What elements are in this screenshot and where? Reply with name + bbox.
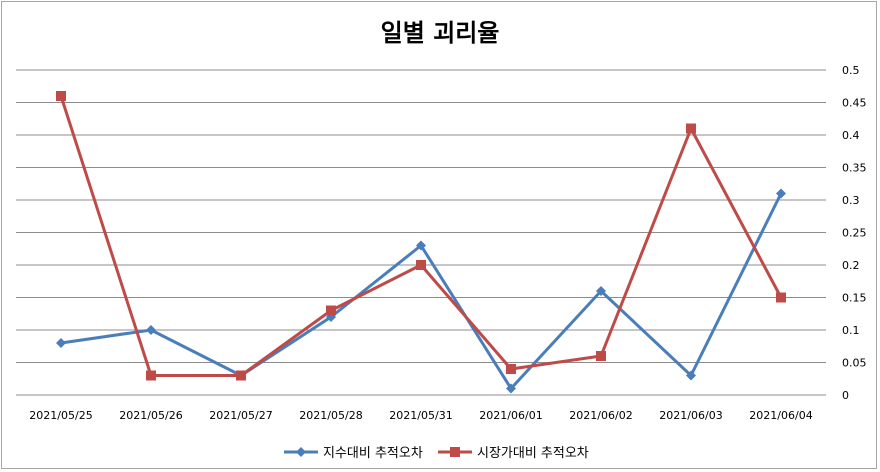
- series-2: [56, 91, 786, 381]
- x-tick-label: 2021/05/31: [389, 409, 452, 422]
- legend-marker: [450, 447, 460, 457]
- x-tick-label: 2021/06/02: [569, 409, 632, 422]
- y-tick-label: 0.05: [842, 357, 867, 370]
- x-tick-label: 2021/05/26: [119, 409, 182, 422]
- data-point: [416, 240, 426, 251]
- x-axis-tick-labels: 2021/05/25 2021/05/26 2021/05/27 2021/05/28…: [29, 409, 812, 422]
- data-point: [776, 292, 786, 303]
- data-point: [686, 370, 696, 381]
- data-point: [56, 338, 66, 348]
- y-tick-label: 0.1: [842, 324, 860, 337]
- data-point: [56, 91, 66, 101]
- data-point: [146, 325, 156, 335]
- x-tick-label: 2021/06/01: [479, 409, 542, 422]
- y-tick-label: 0.2: [842, 259, 860, 272]
- y-axis-tick-labels: 0 0.05 0.1 0.15 0.2 0.25 0.3 0.35 0.4 0.45 0.5: [842, 64, 867, 402]
- x-tick-label: 2021/06/03: [659, 409, 722, 422]
- y-tick-label: 0.4: [842, 129, 860, 142]
- legend-marker: [296, 447, 306, 457]
- legend-item: 지수대비 추적오차: [284, 446, 423, 461]
- y-tick-label: 0.35: [842, 162, 867, 175]
- chart-title: 일별 괴리율: [381, 19, 500, 47]
- x-tick-label: 2021/06/04: [749, 409, 812, 422]
- legend-label: 시장가대비 추적오차: [477, 446, 589, 461]
- y-tick-label: 0.25: [842, 227, 867, 240]
- y-tick-label: 0.5: [842, 64, 860, 77]
- data-point: [326, 305, 336, 316]
- series-line: [60, 192, 783, 390]
- y-tick-label: 0: [842, 389, 849, 402]
- data-point: [596, 286, 606, 296]
- data-point: [506, 364, 516, 374]
- series-lines: [56, 91, 786, 394]
- data-point: [686, 123, 696, 134]
- legend-item: 시장가대비 추적오차: [438, 446, 589, 461]
- data-point: [416, 260, 426, 270]
- x-tick-label: 2021/05/28: [299, 409, 362, 422]
- series-line: [59, 95, 783, 377]
- data-point: [506, 383, 516, 394]
- data-point: [776, 188, 786, 199]
- legend: 지수대비 추적오차 시장가대비 추적오차: [284, 446, 589, 461]
- legend-label: 지수대비 추적오차: [323, 446, 423, 461]
- x-tick-label: 2021/05/27: [209, 409, 272, 422]
- data-point: [146, 370, 156, 381]
- data-point: [236, 370, 246, 381]
- gridlines: [16, 69, 826, 396]
- data-point: [596, 351, 606, 361]
- y-tick-label: 0.45: [842, 97, 867, 110]
- y-tick-label: 0.3: [842, 194, 860, 207]
- x-tick-label: 2021/05/25: [29, 409, 92, 422]
- y-tick-label: 0.15: [842, 292, 867, 305]
